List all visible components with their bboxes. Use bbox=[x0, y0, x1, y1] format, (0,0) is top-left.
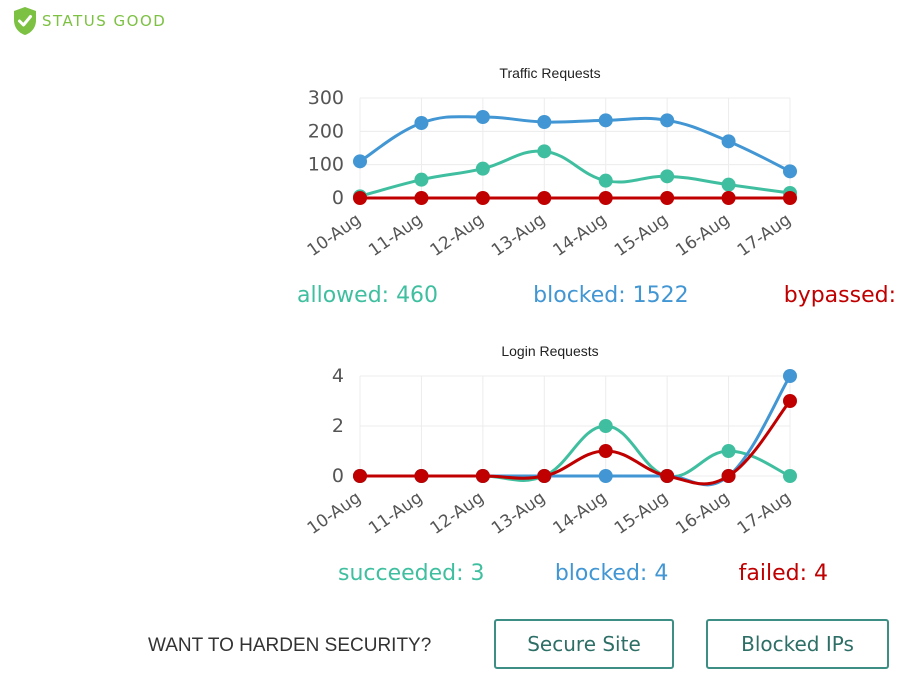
login-failed-point[interactable] bbox=[414, 469, 429, 483]
login-x-tick-label: 17-Aug bbox=[734, 488, 795, 539]
traffic-blocked-point[interactable] bbox=[783, 164, 797, 179]
traffic-blocked-point[interactable] bbox=[475, 110, 490, 124]
traffic-allowed-point[interactable] bbox=[537, 144, 552, 159]
status-label: STATUS GOOD bbox=[42, 12, 167, 30]
login-failed-point[interactable] bbox=[537, 469, 552, 483]
traffic-bypassed-point[interactable] bbox=[721, 191, 736, 205]
traffic-x-tick-label: 11-Aug bbox=[365, 210, 426, 261]
login-succeeded-total: succeeded: 3 bbox=[338, 561, 485, 586]
login-succeeded-point[interactable] bbox=[598, 419, 613, 433]
login-failed-total: failed: 4 bbox=[738, 561, 828, 586]
blocked-ips-button[interactable]: Blocked IPs bbox=[706, 619, 889, 669]
traffic-x-tick-label: 14-Aug bbox=[549, 210, 610, 261]
traffic-y-tick-label: 100 bbox=[308, 154, 344, 176]
traffic-bypassed-point[interactable] bbox=[475, 191, 490, 205]
login-x-tick-label: 12-Aug bbox=[427, 488, 488, 539]
traffic-allowed-line bbox=[359, 149, 791, 198]
login-x-tick-label: 15-Aug bbox=[611, 488, 672, 539]
login-failed-point[interactable] bbox=[660, 469, 675, 483]
traffic-y-tick-label: 300 bbox=[308, 87, 344, 109]
login-blocked-point[interactable] bbox=[598, 469, 613, 483]
traffic-x-tick-label: 16-Aug bbox=[672, 210, 733, 261]
login-failed-point[interactable] bbox=[598, 444, 613, 458]
traffic-allowed-total: allowed: 460 bbox=[297, 283, 439, 308]
traffic-requests-chart: Traffic Requests 0 100 200 300 10-Aug 11-Aug 12… bbox=[290, 60, 810, 282]
login-y-tick-label: 2 bbox=[332, 415, 344, 437]
traffic-bypassed-point[interactable] bbox=[660, 191, 675, 205]
login-x-tick-label: 14-Aug bbox=[549, 488, 610, 539]
shield-check-icon bbox=[14, 7, 36, 35]
status-indicator: STATUS GOOD bbox=[12, 6, 166, 36]
traffic-allowed-point[interactable] bbox=[660, 169, 675, 184]
harden-security-label: WANT TO HARDEN SECURITY? bbox=[148, 635, 432, 656]
login-chart-title: Login Requests bbox=[501, 343, 598, 359]
login-failed-point[interactable] bbox=[721, 469, 736, 483]
login-x-tick-label: 16-Aug bbox=[672, 488, 733, 539]
traffic-x-tick-label: 10-Aug bbox=[304, 210, 365, 261]
login-blocked-total: blocked: 4 bbox=[554, 561, 669, 586]
traffic-blocked-point[interactable] bbox=[353, 154, 367, 169]
login-blocked-point[interactable] bbox=[783, 369, 797, 383]
traffic-allowed-point[interactable] bbox=[414, 172, 429, 187]
traffic-y-tick-label: 0 bbox=[332, 187, 344, 209]
traffic-allowed-point[interactable] bbox=[475, 161, 490, 176]
traffic-bypassed-point[interactable] bbox=[783, 191, 797, 205]
traffic-allowed-point[interactable] bbox=[598, 173, 613, 188]
traffic-bypassed-point[interactable] bbox=[598, 191, 613, 205]
traffic-totals: allowed: 460 blocked: 1522 bypassed: 0 bbox=[297, 283, 900, 308]
login-failed-point[interactable] bbox=[783, 394, 797, 408]
traffic-bypassed-point[interactable] bbox=[353, 191, 367, 205]
traffic-x-tick-label: 15-Aug bbox=[611, 210, 672, 261]
traffic-bypassed-point[interactable] bbox=[414, 191, 429, 205]
login-succeeded-point[interactable] bbox=[783, 469, 797, 483]
login-totals: succeeded: 3 blocked: 4 failed: 4 bbox=[338, 561, 828, 586]
secure-site-button[interactable]: Secure Site bbox=[494, 619, 674, 669]
traffic-blocked-point[interactable] bbox=[537, 115, 552, 129]
traffic-bypassed-total: bypassed: 0 bbox=[783, 283, 900, 308]
traffic-y-tick-label: 200 bbox=[308, 120, 344, 142]
traffic-blocked-point[interactable] bbox=[598, 113, 613, 128]
login-x-tick-label: 13-Aug bbox=[488, 488, 549, 539]
login-x-tick-label: 11-Aug bbox=[365, 488, 426, 539]
login-requests-chart: Login Requests 0 2 4 10-Aug 11-Aug 12-Aug 13-Au… bbox=[290, 338, 810, 560]
traffic-blocked-total: blocked: 1522 bbox=[533, 283, 689, 308]
traffic-x-tick-label: 13-Aug bbox=[488, 210, 549, 261]
login-blocked-line bbox=[360, 375, 792, 487]
traffic-x-tick-label: 12-Aug bbox=[427, 210, 488, 261]
traffic-blocked-point[interactable] bbox=[721, 134, 736, 149]
login-failed-point[interactable] bbox=[353, 469, 367, 483]
traffic-allowed-point[interactable] bbox=[721, 177, 736, 192]
traffic-bypassed-point[interactable] bbox=[537, 191, 552, 205]
login-failed-point[interactable] bbox=[475, 469, 490, 483]
traffic-chart-title: Traffic Requests bbox=[499, 65, 600, 81]
traffic-x-tick-label: 17-Aug bbox=[734, 210, 795, 261]
traffic-blocked-point[interactable] bbox=[660, 113, 675, 128]
login-succeeded-point[interactable] bbox=[721, 444, 736, 458]
login-y-tick-label: 0 bbox=[332, 465, 344, 487]
login-x-tick-label: 10-Aug bbox=[304, 488, 365, 539]
traffic-blocked-point[interactable] bbox=[414, 116, 429, 130]
login-y-tick-label: 4 bbox=[332, 365, 344, 387]
